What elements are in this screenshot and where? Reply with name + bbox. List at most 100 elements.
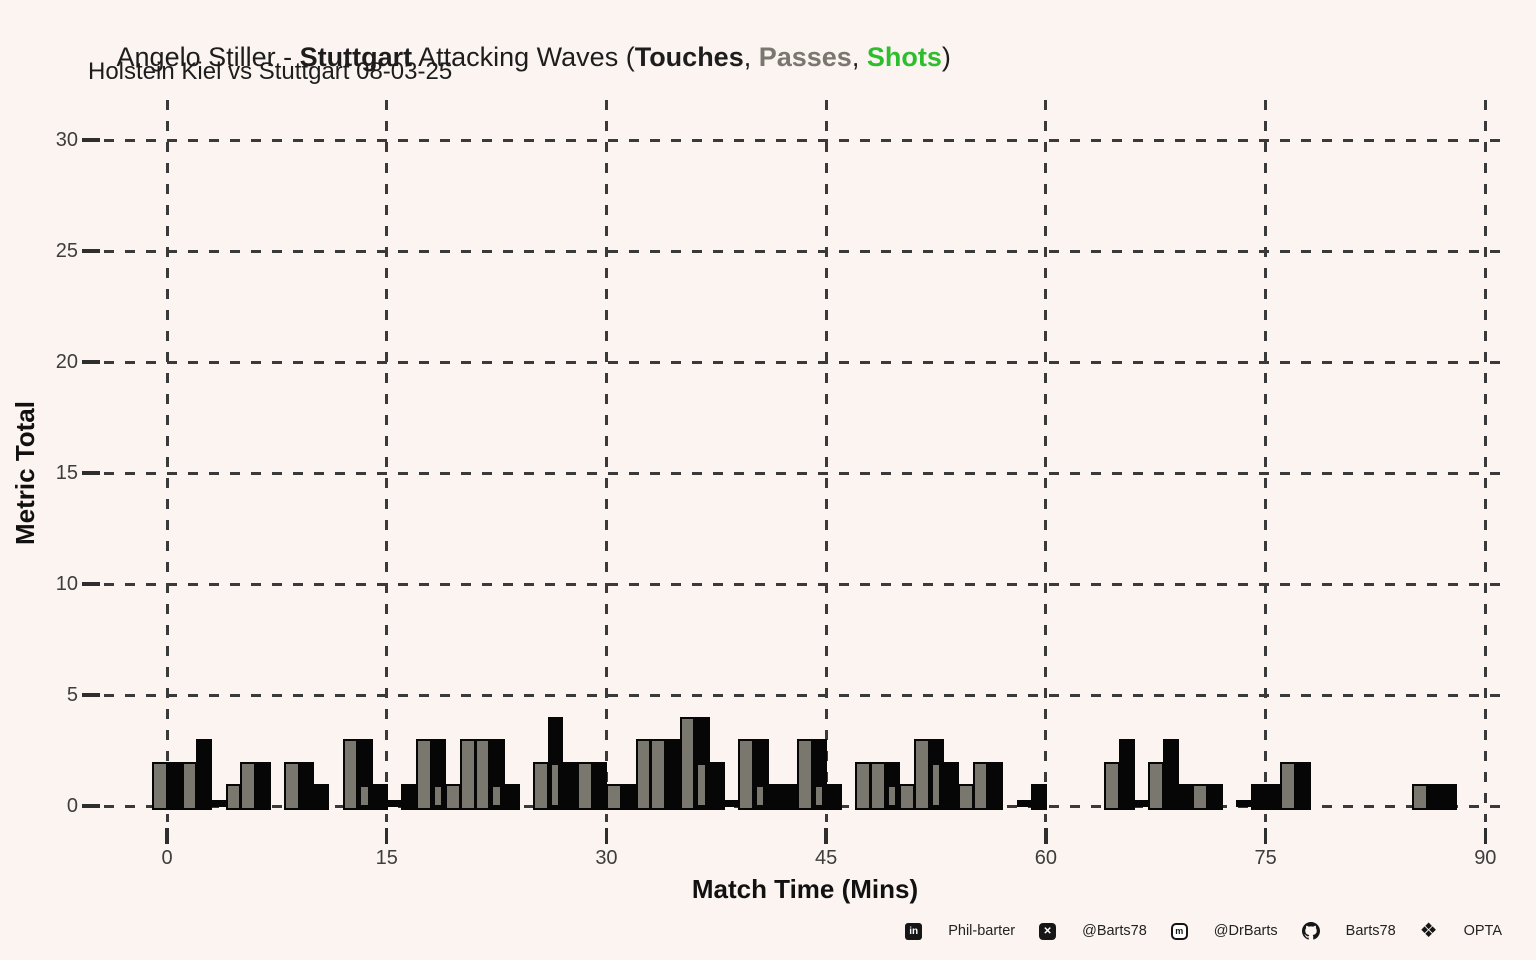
y-tick-label: 5 [66,684,78,706]
bar-passes-overlay [491,784,502,807]
x-tick-label: 45 [815,847,838,869]
github-handle: Barts78 [1345,923,1396,939]
bar-touches [489,739,505,810]
x-tick-label: 0 [161,847,173,869]
y-tick-label: 30 [55,129,78,151]
bar-passes [342,739,359,810]
x-tick-label: 90 [1474,847,1497,869]
legend-touches: Touches [634,42,744,72]
bar-touches [767,783,784,810]
mastodon-icon: m [1170,922,1188,940]
grid-line-y [104,138,1502,142]
bar-passes-overlay [754,784,766,807]
bar-passes-overlay [886,784,898,807]
bar-touches [167,761,183,810]
bar-touches [621,783,637,810]
bar-touches [591,761,608,810]
bar-passes [914,739,930,810]
bar-touches [357,739,374,810]
data-source-label: OPTA [1463,923,1502,939]
bar-passes [899,783,916,810]
x-axis-title: Match Time (Mins) [691,874,919,904]
x-axis-tick [384,828,389,844]
github-icon [1301,922,1320,940]
bar-passes [738,739,754,810]
credits-footer: in Phil-barter ✕ @Barts78 m @DrBarts Bar… [905,921,1502,941]
zero-bar [1016,800,1033,807]
bar-touches [1426,783,1443,810]
x-axis-tick [604,828,609,844]
bar-touches [503,783,520,810]
y-axis-tick [82,804,100,808]
bar-passes [225,783,242,810]
bar-touches [1119,739,1135,810]
x-handle: @Barts78 [1082,923,1147,939]
bar-touches [987,761,1003,810]
x-tick-label: 75 [1254,847,1277,869]
x-axis-tick [1044,828,1048,844]
title-text: Attacking Waves ( [412,42,635,72]
zero-bar [1236,800,1252,807]
bar-passes-overlay [930,762,942,807]
bar-touches [1163,739,1179,810]
bar-touches [694,717,710,810]
bar-passes [855,761,872,810]
bar-touches [1250,783,1267,810]
bar-touches [811,739,828,810]
grid-line-y [104,471,1502,475]
bar-passes [577,761,593,810]
bar-passes [1192,783,1208,810]
bar-touches [1207,783,1223,810]
y-tick-label: 20 [55,351,78,373]
bar-touches [752,739,769,810]
bar-touches [782,783,798,810]
bar-touches [372,783,388,810]
bar-passes [445,783,461,810]
grid-line-x [165,100,169,822]
y-tick-label: 15 [55,462,78,484]
bar-passes-overlay [359,784,370,807]
bar-passes-overlay [696,762,707,807]
bar-touches [1294,761,1311,810]
bar-passes-overlay [813,784,824,807]
bar-touches [196,739,212,810]
bar-touches [884,761,901,810]
bar-passes [284,761,300,810]
grid-line-x [824,100,828,822]
title-sep2: , [851,42,867,72]
y-axis-tick [82,693,100,697]
bar-touches [1031,783,1047,810]
grid-line-y [104,693,1502,697]
bar-passes [1412,783,1428,810]
grid-line-y [104,249,1502,253]
bar-touches [401,783,417,810]
y-tick-label: 10 [55,573,78,595]
footer-item-data-source: ❖ OPTA [1420,921,1502,941]
bar-passes [459,739,476,810]
bar-passes [957,783,974,810]
footer-item-linkedin: in Phil-barter [905,922,1015,940]
bar-passes [181,761,198,810]
y-axis-tick [82,582,100,586]
bar-touches [298,761,315,810]
bar-touches [430,739,447,810]
bar-touches [665,739,681,810]
grid-line-x [1044,100,1048,822]
x-tick-label: 15 [375,847,398,869]
zero-bar [723,800,740,807]
x-icon: ✕ [1039,922,1057,940]
grid-line-x [1483,100,1487,822]
bar-passes-overlay [549,762,561,807]
bar-passes [796,739,813,810]
legend-passes: Passes [758,42,852,72]
bar-touches [1441,783,1458,810]
title-close: ) [941,42,951,72]
bar-passes [1148,761,1165,810]
footer-item-mastodon: m @DrBarts [1170,922,1278,940]
bar-touches [1265,783,1282,810]
x-axis-tick [1483,828,1488,844]
title-sep1: , [743,42,759,72]
x-axis-tick [1263,828,1268,844]
